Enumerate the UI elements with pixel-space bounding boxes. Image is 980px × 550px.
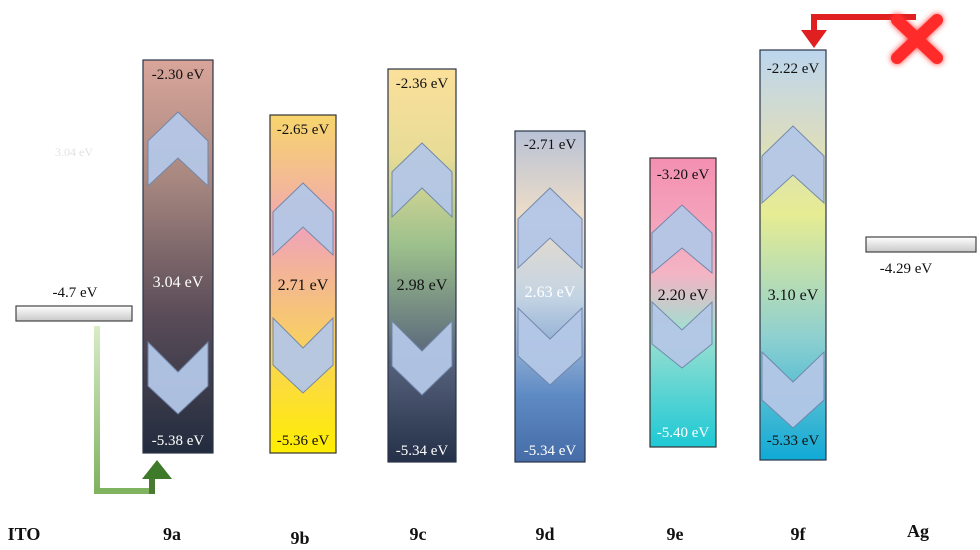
compound-9d: -2.71 eV 2.63 eV -5.34 eV — [514, 130, 586, 463]
lumo-9f: -2.22 eV — [767, 61, 820, 77]
gap-9f: 3.10 eV — [768, 287, 819, 304]
label-9d: 9d — [535, 524, 554, 544]
band-9c — [387, 68, 457, 463]
chevron-icon — [761, 125, 825, 205]
label-9a: 9a — [163, 524, 181, 544]
ag-level-label: -4.29 eV — [880, 261, 933, 277]
electrode-ag: -4.29 eV — [865, 236, 977, 277]
ito-level-label: -4.7 eV — [53, 285, 98, 301]
blocked-injection-arrow — [801, 14, 943, 221]
chevron-icon — [517, 306, 583, 386]
homo-9f: -5.33 eV — [767, 433, 820, 449]
chevron-icon — [651, 300, 713, 369]
gap-9d: 2.63 eV — [525, 284, 576, 301]
homo-9e: -5.40 eV — [657, 425, 710, 441]
compound-9e: -3.20 eV 2.20 eV -5.40 eV — [649, 157, 717, 448]
gap-9c: 2.98 eV — [397, 277, 448, 294]
hole-injection-arrow — [94, 326, 172, 494]
label-ito: ITO — [8, 524, 41, 544]
arrow-head-icon — [142, 460, 172, 479]
ito-level-bar — [15, 305, 133, 322]
compound-9c: -2.36 eV 2.98 eV -5.34 eV — [387, 68, 457, 463]
band-9d — [514, 130, 586, 463]
compound-9b: -2.65 eV 2.71 eV -5.36 eV — [269, 114, 337, 454]
lumo-9e: -3.20 eV — [657, 167, 710, 183]
lumo-9d: -2.71 eV — [524, 137, 577, 153]
chevron-icon — [761, 350, 825, 429]
chevron-icon — [391, 319, 453, 396]
electrode-ito: -4.7 eV — [15, 285, 133, 322]
gap-9b: 2.71 eV — [278, 277, 329, 294]
homo-9b: -5.36 eV — [277, 433, 330, 449]
ag-level-bar — [865, 236, 977, 253]
bottom-labels: ITO 9a 9b 9c 9d 9e 9f Ag — [8, 521, 929, 548]
lumo-9a: -2.30 eV — [152, 67, 205, 83]
band-9b — [269, 114, 337, 454]
homo-9d: -5.34 eV — [524, 443, 577, 459]
chevron-icon — [272, 182, 334, 257]
arrow-head-icon — [801, 30, 827, 48]
chevron-icon — [391, 142, 453, 219]
chevron-icon — [272, 316, 334, 394]
compound-9f: -2.22 eV 3.10 eV -5.33 eV — [759, 49, 827, 461]
lumo-9c: -2.36 eV — [396, 76, 449, 92]
label-ag: Ag — [907, 521, 929, 541]
red-x-icon — [891, 14, 943, 64]
homo-9a: -5.38 eV — [152, 433, 205, 449]
label-9f: 9f — [791, 524, 807, 544]
gap-9e: 2.20 eV — [658, 287, 709, 304]
lumo-9b: -2.65 eV — [277, 122, 330, 138]
label-9c: 9c — [410, 524, 427, 544]
gap-9a: 3.04 eV — [153, 274, 204, 291]
label-9e: 9e — [667, 524, 684, 544]
chevron-icon — [517, 187, 583, 270]
compound-9a: -2.30 eV 3.04 eV -5.38 eV — [142, 59, 214, 454]
label-9b: 9b — [290, 528, 309, 548]
homo-9c: -5.34 eV — [396, 443, 449, 459]
faint-gap-label: 3.04 eV — [55, 145, 93, 159]
chevron-icon — [147, 111, 209, 188]
chevron-icon — [147, 340, 209, 415]
chevron-icon — [651, 204, 713, 275]
